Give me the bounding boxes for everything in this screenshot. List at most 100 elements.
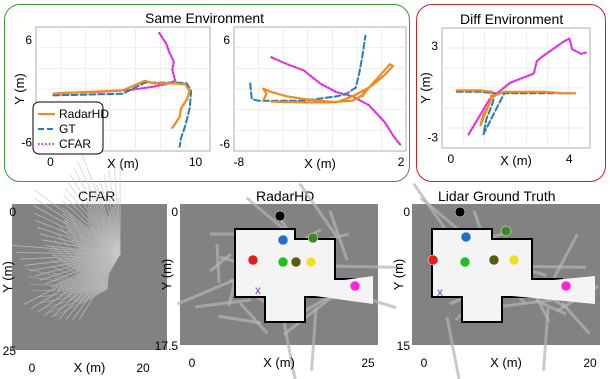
location-marker	[460, 231, 472, 243]
y-axis-label: Y (m)	[12, 73, 27, 105]
location-marker	[290, 256, 302, 268]
x-tick-label: 0	[47, 155, 54, 169]
cfar-ray	[59, 226, 108, 290]
y-tick-label: -3	[427, 130, 438, 144]
start-x-marker: x	[437, 285, 443, 299]
series-line-radarhd	[455, 89, 577, 127]
y-tick-label: 6	[223, 33, 230, 47]
map-y-tick-label: 25	[3, 344, 17, 358]
map-x-axis-label: X (m)	[74, 360, 106, 375]
series-line-gt	[249, 34, 367, 102]
x-tick-label: 0	[448, 152, 455, 166]
cfar-ray	[33, 288, 108, 292]
x-axis-label: X (m)	[500, 153, 532, 168]
scan-streak	[209, 252, 232, 273]
scan-streak	[533, 293, 551, 323]
map-title-lidar: Lidar Ground Truth	[438, 188, 556, 204]
cfar-ray	[50, 259, 108, 290]
map-y-tick-label: 0	[403, 205, 410, 219]
location-marker	[560, 280, 572, 292]
y-tick-label: 3	[431, 39, 438, 53]
cfar-ray	[26, 268, 108, 290]
cfar-ray	[37, 226, 121, 255]
x-tick-label: -8	[234, 155, 245, 169]
map-y-tick-label: 15	[397, 339, 411, 353]
cfar-ray	[108, 169, 121, 255]
y-tick-label: -6	[219, 137, 230, 151]
map-x-tick-label: 0	[29, 361, 36, 375]
cfar-ray	[87, 231, 108, 290]
cfar-ray	[44, 288, 108, 309]
location-marker	[305, 256, 317, 268]
scan-streak	[218, 314, 262, 325]
map-panel-radarhd: x X (m) 0 25 0 17.5 Y (m)	[155, 182, 403, 379]
location-marker	[277, 256, 289, 268]
start-x-marker: x	[255, 283, 261, 297]
diff-environment-title: Diff Environment	[460, 11, 564, 27]
cfar-ray	[34, 212, 121, 255]
map-y-axis-label: Y (m)	[159, 259, 174, 291]
legend-label-cfar: CFAR	[59, 137, 91, 151]
chart-panel-same-2: -8 2 6 -6 X (m)	[219, 26, 407, 171]
location-marker	[488, 254, 500, 266]
cfar-ray	[91, 226, 108, 290]
cfar-ray	[106, 216, 111, 290]
y-tick-label: -6	[21, 135, 32, 149]
map-y-axis-label: Y (m)	[0, 261, 15, 293]
location-marker	[454, 206, 466, 218]
cfar-ray	[64, 219, 108, 290]
scan-streak	[497, 298, 554, 309]
series-line-radarhd	[52, 79, 191, 130]
y-tick-label: 6	[25, 33, 32, 47]
cfar-ray	[40, 288, 108, 304]
map-x-axis-label: X (m)	[263, 355, 295, 370]
map-title-radarhd: RadarHD	[256, 188, 315, 204]
location-marker	[274, 210, 286, 222]
legend-label-gt: GT	[59, 122, 76, 136]
map-panel-lidar: x X (m) 0 20 0 15 Y (m)	[391, 182, 600, 379]
map-y-axis-label: Y (m)	[391, 259, 406, 291]
location-marker	[277, 234, 289, 246]
cfar-ray	[77, 161, 121, 255]
cfar-ray	[102, 219, 108, 290]
cfar-ray	[44, 253, 121, 316]
location-marker	[508, 254, 520, 266]
scan-streak	[281, 316, 297, 379]
cfar-ray	[106, 213, 118, 290]
diff-environment-frame	[416, 4, 606, 182]
cfar-ray	[36, 288, 108, 298]
cfar-ray	[51, 253, 108, 290]
x-tick-label: 2	[398, 155, 405, 169]
cfar-ray	[96, 222, 108, 290]
legend-label-radarhd: RadarHD	[59, 107, 109, 121]
scan-streak	[445, 316, 461, 379]
explored-corridor	[512, 276, 595, 304]
series-line-cfar	[467, 37, 589, 136]
cfar-ray	[53, 239, 108, 290]
scan-streak	[227, 280, 237, 307]
location-marker	[500, 225, 512, 237]
cfar-ray	[23, 253, 121, 306]
map-x-axis-label: X (m)	[490, 355, 522, 370]
x-axis-label: X (m)	[107, 156, 139, 171]
series-line-radarhd	[262, 63, 395, 104]
same-environment-title: Same Environment	[145, 10, 265, 26]
cfar-ray	[30, 283, 108, 290]
scan-streak	[560, 301, 591, 335]
location-marker	[349, 280, 361, 292]
scan-streak	[310, 307, 318, 371]
cfar-ray	[51, 266, 108, 290]
scan-streak	[298, 182, 339, 238]
map-x-tick-label: 0	[421, 356, 428, 370]
location-marker	[247, 254, 259, 266]
map-x-tick-label: 25	[361, 356, 375, 370]
location-marker	[307, 232, 319, 244]
scan-streak	[238, 301, 269, 335]
cfar-ray	[52, 246, 108, 290]
map-y-tick-label: 0	[9, 205, 16, 219]
cfar-ray	[35, 219, 121, 255]
location-marker	[427, 254, 439, 266]
